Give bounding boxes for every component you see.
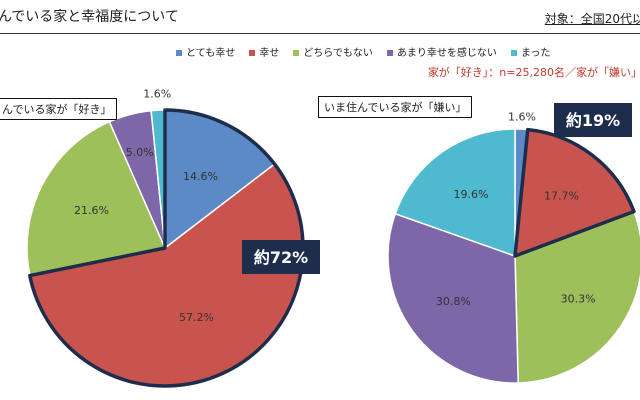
legend-label: まった: [520, 48, 551, 59]
legend-label: 幸せ: [259, 48, 280, 59]
legend-swatch-not-very-happy: [386, 50, 393, 56]
legend-swatch-neutral: [293, 50, 300, 56]
pie1-data-label-5: 1.6%: [143, 88, 171, 101]
pie2-slice-3: [514, 210, 640, 384]
pie2-data-label-3: 30.3%: [561, 293, 596, 306]
legend-item: あまり幸せを感じない: [386, 44, 497, 59]
legend-label: あまり幸せを感じない: [396, 48, 497, 59]
legend-label: どちらでもない: [303, 48, 373, 59]
chart-legend: とても幸せ 幸せ どちらでもない あまり幸せを感じない まった: [176, 44, 551, 59]
legend-swatch-happy: [249, 50, 256, 56]
pie2-highlight-outline: [513, 127, 636, 258]
legend-swatch-not-happy: [510, 50, 517, 56]
pie1-callout-box: [242, 240, 320, 274]
pie2-data-label-5: 19.6%: [454, 188, 489, 201]
pie2-callout: 約19%: [554, 103, 632, 137]
pie2-data-label-1: 1.6%: [508, 110, 536, 123]
pie2-callout-box: [554, 103, 632, 137]
legend-item: とても幸せ: [176, 44, 235, 59]
pie1-data-label-1: 14.6%: [183, 170, 218, 183]
pie2-slice-5: [394, 128, 516, 258]
sample-size-note: 家が「好き」：n=25,280名／家が「嫌い」: [427, 66, 640, 79]
right-chart-title: いま住んでいる家が「嫌い」: [318, 96, 473, 118]
pie1-callout: 約72%: [242, 240, 320, 274]
legend-item: 幸せ: [249, 44, 279, 59]
legend-item: どちらでもない: [293, 44, 373, 59]
legend-label: とても幸せ: [186, 48, 236, 59]
pie1-data-label-2: 57.2%: [179, 311, 214, 324]
pie2-slice-4: [387, 212, 519, 384]
pie1-data-label-4: 5.0%: [126, 146, 154, 159]
pie2-data-label-2: 17.7%: [544, 190, 579, 203]
pie1-slice-3: [26, 120, 167, 277]
legend-swatch-very-happy: [176, 50, 182, 56]
pie1-data-label-3: 21.6%: [74, 204, 109, 217]
pie2-data-label-4: 30.8%: [436, 295, 471, 308]
header-divider: [0, 33, 640, 34]
legend-item: まった: [510, 44, 551, 59]
pie1-highlight-outline: [28, 108, 305, 388]
pie1-callout-label: 約72%: [254, 248, 308, 267]
pie2-callout-label: 約19%: [566, 111, 620, 130]
page-title: んでいる家と幸福度について: [0, 9, 179, 25]
left-chart-title: んでいる家が「好き」: [0, 98, 118, 120]
target-audience-note: 対象：全国20代以: [544, 12, 640, 26]
